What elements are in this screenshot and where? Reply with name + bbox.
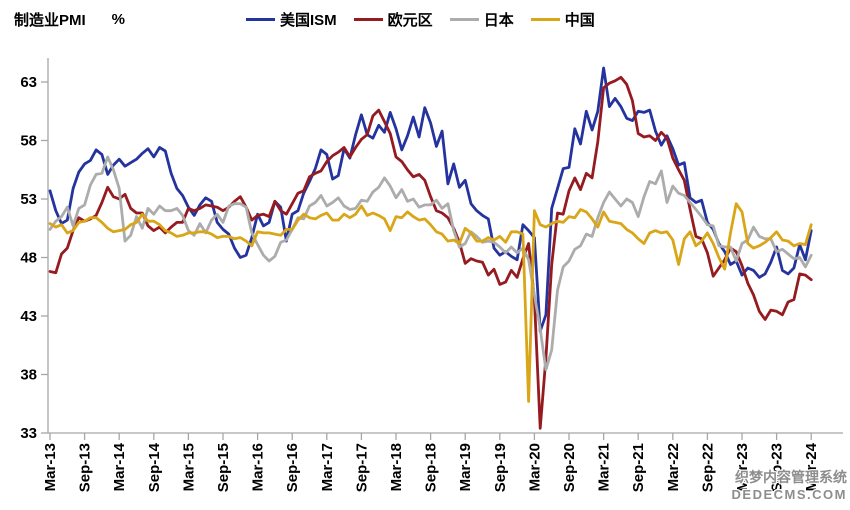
x-tick-label: Mar-22: [665, 443, 682, 491]
x-tick-label: Sep-20: [561, 443, 578, 492]
x-tick-label: Mar-15: [180, 443, 197, 491]
watermark: 织梦内容管理系统 DEDECMS.COM: [732, 469, 847, 503]
x-tick-label: Sep-19: [492, 443, 509, 492]
legend-label-eurozone: 欧元区: [387, 12, 433, 29]
legend-swatch-us-ism: [246, 18, 275, 21]
watermark-line1: 织梦内容管理系统: [735, 469, 847, 486]
chart-header: 制造业PMI %: [14, 9, 125, 30]
series-line-eurozone: [48, 75, 813, 430]
x-tick-label: Sep-21: [630, 443, 647, 492]
series-line-us-ism: [48, 66, 813, 333]
x-tick-label: Mar-19: [457, 443, 474, 491]
series-line-japan: [48, 155, 813, 372]
watermark-line2: DEDECMS.COM: [731, 486, 847, 502]
x-tick-label: Mar-16: [250, 443, 267, 491]
x-tick-label: Mar-24: [803, 442, 820, 491]
y-tick-label: 58: [20, 133, 37, 150]
x-tick-label: Sep-14: [146, 442, 163, 492]
x-tick-label: Sep-18: [423, 443, 440, 492]
y-tick-label: 33: [20, 425, 37, 442]
chart-title: 制造业PMI: [14, 12, 86, 29]
legend-label-china: 中国: [564, 12, 595, 29]
legend-item-us-ism: 美国ISM: [246, 9, 337, 30]
x-axis-ticks: Mar-13 Sep-13 Mar-14 Sep-14 Mar-15 Sep-15 Mar-…: [42, 433, 820, 492]
x-tick-label: Sep-22: [699, 443, 716, 492]
x-tick-label: Mar-14: [111, 442, 128, 491]
x-tick-label: Mar-20: [526, 443, 543, 491]
x-tick-label: Sep-15: [215, 443, 232, 492]
x-tick-label: Mar-18: [388, 443, 405, 491]
x-tick-label: Sep-16: [284, 443, 301, 492]
chart-legend: 美国ISM 欧元区 日本 中国: [246, 9, 595, 30]
y-tick-label: 43: [20, 308, 37, 325]
x-tick-label: Sep-13: [77, 443, 94, 492]
x-tick-label: Mar-17: [319, 443, 336, 491]
series-line-china: [48, 202, 813, 403]
legend-swatch-china: [530, 18, 560, 21]
y-tick-label: 63: [20, 74, 37, 91]
legend-item-eurozone: 欧元区: [353, 9, 433, 30]
x-tick-label: Mar-21: [596, 443, 613, 491]
legend-item-china: 中国: [530, 9, 595, 30]
x-tick-label: Mar-13: [42, 443, 59, 491]
axes: [47, 58, 843, 434]
legend-label-us-ism: 美国ISM: [280, 12, 337, 29]
x-tick-label: Sep-17: [353, 443, 370, 492]
chart-unit-label: %: [111, 11, 126, 28]
legend-label-japan: 日本: [483, 12, 514, 29]
legend-swatch-japan: [449, 18, 479, 21]
legend-swatch-eurozone: [353, 18, 383, 21]
y-tick-label: 48: [20, 250, 37, 267]
x-tick-label: Mar-23: [734, 443, 751, 491]
y-axis-ticks: 33 38 43 48 53 58 63: [20, 74, 48, 442]
x-tick-label: Sep-23: [769, 443, 786, 492]
y-tick-label: 53: [20, 191, 37, 208]
y-tick-label: 38: [20, 367, 37, 384]
legend-item-japan: 日本: [449, 9, 514, 30]
